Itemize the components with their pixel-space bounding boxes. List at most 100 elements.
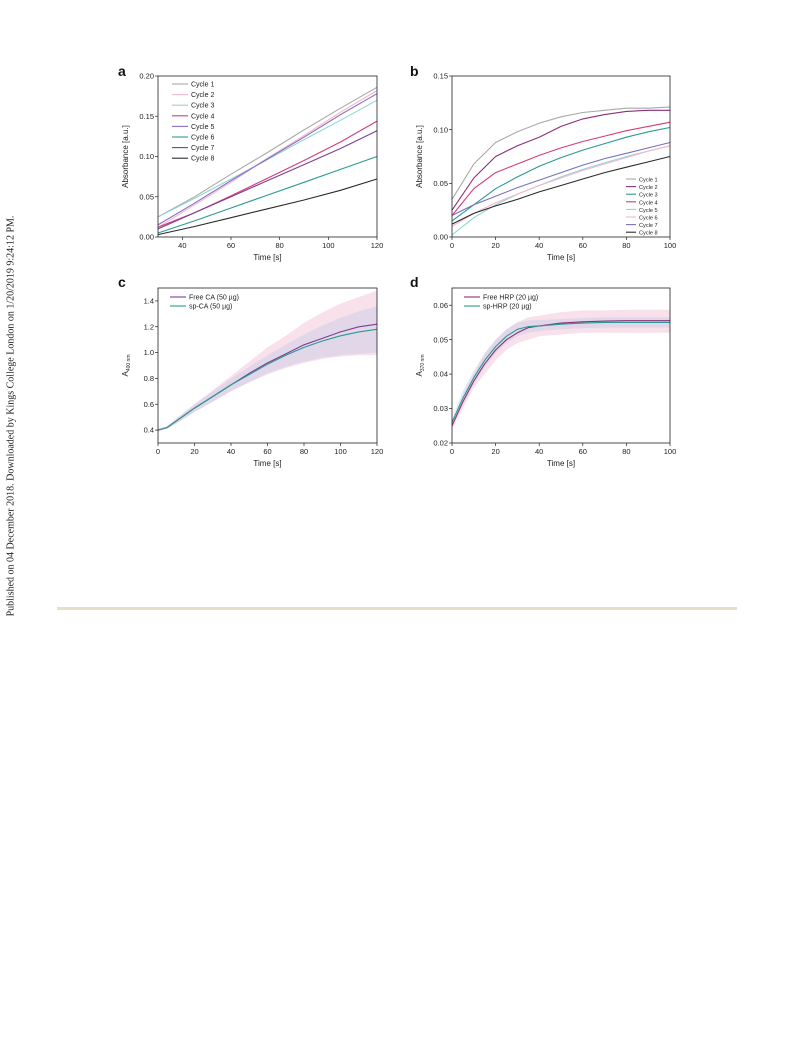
legend-label: Cycle 1 (191, 82, 214, 89)
series-line (157, 93, 378, 226)
y-axis-label: A400 nm (121, 354, 132, 376)
y-axis-label-subscript: 400 nm (126, 354, 132, 371)
chart-panel-c: c 0 20 40 60 80 100 120 0.4 0.6 0.8 1.0 1.2 1.4 Time [… (118, 274, 383, 468)
x-tick-label: 20 (491, 241, 499, 250)
x-tick-label: 80 (275, 241, 283, 250)
y-axis-label: A370 nm (415, 354, 426, 376)
series-line (451, 320, 670, 427)
y-tick-label: 0.05 (433, 335, 448, 344)
x-tick-label: 60 (579, 447, 587, 456)
series-line (451, 321, 670, 423)
y-axis-label-main: A (415, 371, 424, 377)
legend-label: Cycle 8 (191, 156, 214, 163)
y-tick-label: 0.20 (139, 72, 154, 81)
series-line (157, 178, 378, 236)
x-axis-label: Time [s] (253, 459, 281, 468)
x-axis-label: Time [s] (253, 253, 281, 262)
plot-frame (451, 287, 671, 444)
series-line (451, 145, 671, 236)
y-tick-label: 0.4 (144, 426, 154, 435)
figure: a 40 60 80 100 120 0.00 0.05 0.10 0.15 0.20 Time [s… (110, 60, 690, 490)
plot-frame (451, 75, 671, 238)
x-tick-label: 100 (322, 241, 335, 250)
x-tick-label: 80 (622, 241, 630, 250)
page-divider (57, 607, 737, 610)
legend-label: Cycle 4 (191, 113, 214, 120)
chart-panel-b: b 0 20 40 60 80 100 0.00 0.05 0.10 0.15 Time [s] Abs… (410, 63, 676, 262)
series-line (451, 109, 670, 211)
series-line (157, 90, 378, 228)
x-tick-label: 60 (227, 241, 235, 250)
series-line (157, 99, 378, 218)
x-tick-label: 120 (371, 447, 384, 456)
y-axis-label-subscript: 370 nm (420, 354, 426, 371)
x-axis-label: Time [s] (547, 253, 575, 262)
x-tick-label: 60 (579, 241, 587, 250)
series-line (157, 155, 378, 234)
x-tick-label: 100 (664, 241, 677, 250)
x-tick-label: 40 (178, 241, 186, 250)
legend-label: Cycle 3 (191, 103, 214, 110)
legend: Cycle 1 Cycle 2 Cycle 3 Cycle 4 Cycle 5 Cycle… (172, 82, 214, 163)
series-line (157, 328, 378, 431)
series-line (451, 141, 671, 216)
y-tick-label: 0.00 (139, 233, 154, 242)
y-tick-label: 0.8 (144, 374, 154, 383)
series-line (157, 130, 378, 230)
x-tick-label: 80 (300, 447, 308, 456)
series-line (451, 126, 671, 222)
error-band (158, 306, 377, 432)
figure-svg: a 40 60 80 100 120 0.00 0.05 0.10 0.15 0.20 Time [s… (118, 63, 676, 468)
chart-panel-d: d 0 20 40 60 80 100 0.02 0.03 0.04 0.05 0.06 Time [s… (410, 274, 676, 468)
y-tick-label: 0.04 (433, 370, 448, 379)
download-watermark-text: Published on 04 December 2018. Downloade… (5, 215, 17, 617)
series-line (451, 106, 671, 200)
legend: Free HRP (20 µg) sp-HRP (20 µg) (464, 295, 538, 311)
x-tick-label: 60 (263, 447, 271, 456)
series-line (451, 145, 671, 227)
y-tick-label: 1.0 (144, 348, 154, 357)
legend-label: Cycle 6 (191, 135, 214, 142)
x-tick-label: 40 (535, 447, 543, 456)
y-axis-label-main: A (121, 371, 130, 377)
y-tick-label: 0.02 (433, 439, 448, 448)
y-tick-label: 0.6 (144, 400, 154, 409)
y-tick-label: 0.10 (433, 125, 448, 134)
legend-label: Free HRP (20 µg) (483, 295, 538, 302)
x-tick-label: 80 (622, 447, 630, 456)
y-tick-label: 0.03 (433, 404, 448, 413)
y-axis-label: Absorbance [a.u.] (121, 125, 130, 188)
legend: Free CA (50 µg) sp-CA (50 µg) (170, 295, 239, 311)
x-tick-label: 0 (450, 241, 454, 250)
legend-label: Cycle 3 (639, 193, 658, 199)
chart-panel-a: a 40 60 80 100 120 0.00 0.05 0.10 0.15 0.20 Time [s… (118, 63, 383, 262)
y-tick-label: 0.15 (433, 72, 448, 81)
series-line (451, 155, 671, 225)
x-tick-label: 100 (334, 447, 347, 456)
x-tick-label: 0 (156, 447, 160, 456)
panel-letter: d (410, 274, 419, 290)
y-axis-label: Absorbance [a.u.] (415, 125, 424, 188)
legend-label: Cycle 6 (639, 216, 658, 222)
series-line (451, 121, 671, 216)
y-tick-label: 0.06 (433, 301, 448, 310)
legend-label: Cycle 5 (191, 124, 214, 131)
legend-label: Cycle 1 (639, 178, 658, 184)
x-tick-label: 100 (664, 447, 677, 456)
x-tick-label: 20 (190, 447, 198, 456)
y-tick-label: 1.2 (144, 322, 154, 331)
legend-label: Cycle 8 (639, 231, 658, 237)
y-tick-label: 0.15 (139, 112, 154, 121)
panel-letter: c (118, 274, 126, 290)
legend-label: Free CA (50 µg) (189, 295, 239, 302)
legend-label: Cycle 2 (191, 92, 214, 99)
x-tick-label: 0 (450, 447, 454, 456)
legend-label: Cycle 7 (191, 145, 214, 152)
x-axis-label: Time [s] (547, 459, 575, 468)
legend-label: Cycle 7 (639, 223, 658, 229)
x-tick-label: 40 (227, 447, 235, 456)
legend-label: Cycle 5 (639, 208, 658, 214)
legend-label: Cycle 2 (639, 185, 658, 191)
legend-label: Cycle 4 (639, 200, 658, 206)
